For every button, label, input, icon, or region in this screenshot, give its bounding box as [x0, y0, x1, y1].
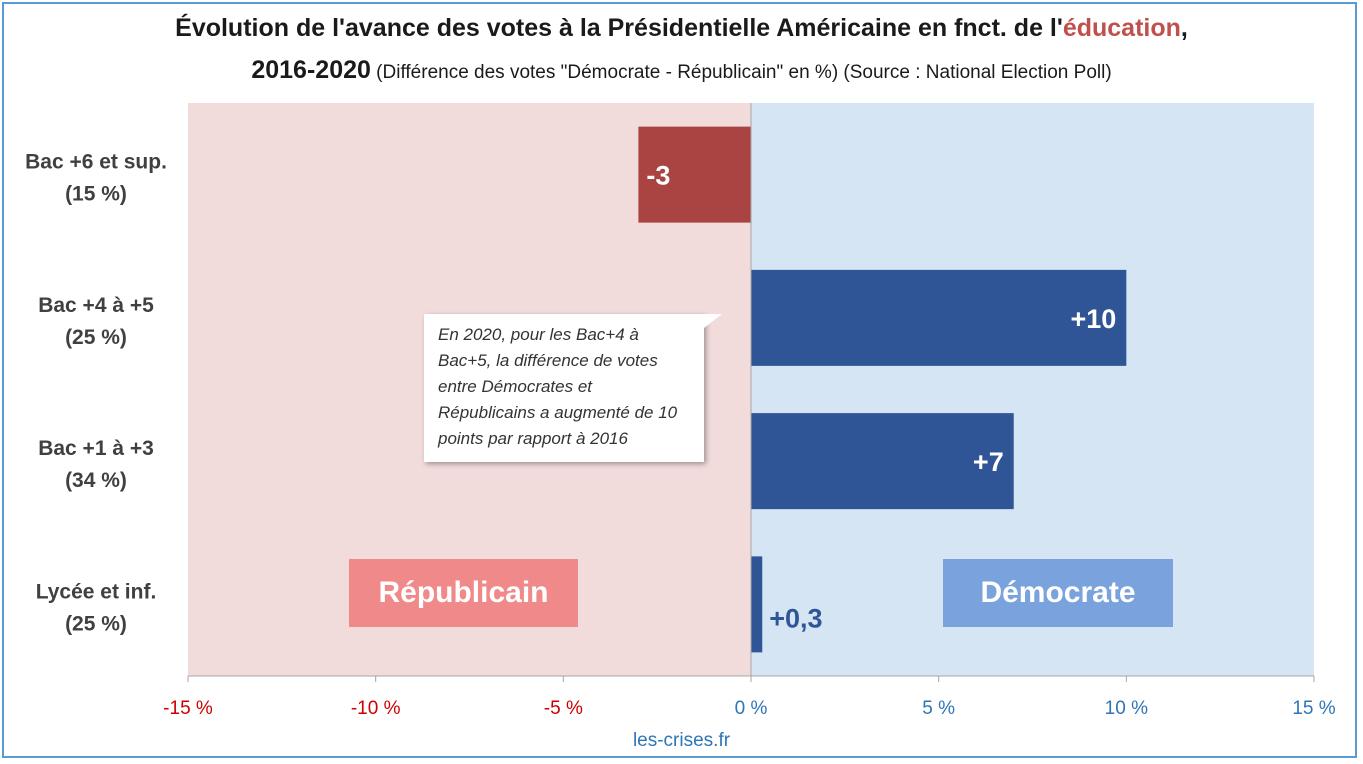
annotation-callout: En 2020, pour les Bac+4 à Bac+5, la diff… — [424, 314, 704, 462]
chart-subtitle: (Différence des votes "Démocrate - Répub… — [370, 62, 1112, 83]
category-label: Bac +6 et sup. — [25, 151, 167, 174]
category-label: Bac +1 à +3 — [38, 437, 154, 460]
democrat-zone-label: Démocrate — [943, 559, 1173, 627]
bar-value-label: +7 — [973, 447, 1004, 477]
bar-value-label: -3 — [646, 161, 670, 191]
title-accent-word: éducation — [1062, 14, 1181, 42]
annotation-callout-tail — [704, 314, 722, 328]
bar — [638, 126, 751, 223]
bar — [751, 413, 1014, 510]
x-tick-label: 5 % — [922, 698, 955, 719]
bar-value-label: +10 — [1071, 304, 1117, 334]
category-label: (25 %) — [65, 326, 127, 349]
x-tick-label: -5 % — [544, 698, 583, 719]
title-prefix: Évolution de l'avance des votes à la Pré… — [175, 14, 1063, 42]
republican-zone-label: Républicain — [349, 559, 578, 627]
x-tick-label: 15 % — [1292, 698, 1335, 719]
title-suffix: , — [1180, 14, 1188, 42]
x-tick-label: -15 % — [163, 698, 213, 719]
category-label: (25 %) — [65, 612, 127, 635]
source-footer: les-crises.fr — [632, 730, 731, 751]
bar-value-label: +0,3 — [769, 603, 822, 633]
chart-subtitle-line: 2016-2020 (Différence des votes "Démocra… — [0, 56, 1363, 85]
x-tick-label: 10 % — [1105, 698, 1148, 719]
category-label: (15 %) — [65, 183, 127, 206]
category-label: Lycée et inf. — [36, 580, 157, 603]
chart-title: Évolution de l'avance des votes à la Pré… — [0, 14, 1363, 43]
category-label: (34 %) — [65, 469, 127, 492]
bar — [751, 269, 1127, 366]
bar — [751, 556, 763, 653]
category-label: Bac +4 à +5 — [38, 294, 154, 317]
title-years: 2016-2020 — [251, 56, 371, 84]
x-tick-label: -10 % — [351, 698, 401, 719]
x-tick-label: 0 % — [735, 698, 768, 719]
